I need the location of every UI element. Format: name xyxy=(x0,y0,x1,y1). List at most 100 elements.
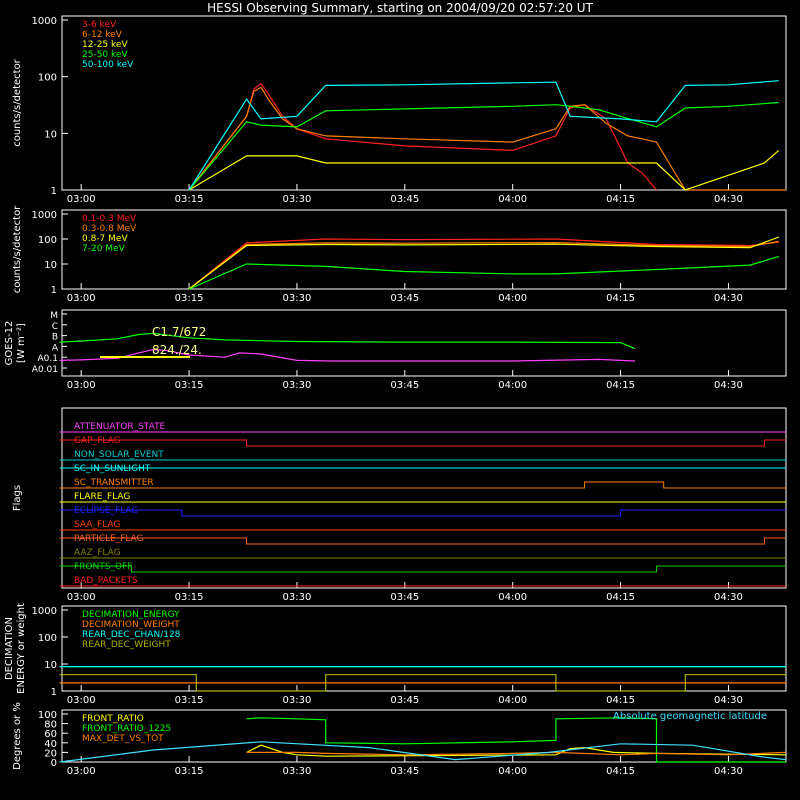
ratios-xtick-label: 04:00 xyxy=(498,766,527,777)
flags-xtick-label: 03:30 xyxy=(283,592,312,603)
ratios-series-line xyxy=(246,751,787,756)
gamma-ytick-label: 1000 xyxy=(32,210,57,221)
flags-xtick-label: 04:30 xyxy=(714,592,743,603)
gamma-frame xyxy=(61,209,787,290)
gamma-xtick-label: 03:15 xyxy=(175,293,204,304)
flag-label: SAA_FLAG xyxy=(74,520,120,530)
goes-ytick-label: A xyxy=(52,343,59,353)
flags-xtick-label: 04:00 xyxy=(498,592,527,603)
goes-xtick-label: 04:00 xyxy=(498,380,527,391)
hxr-legend-entry: 3-6 keV xyxy=(82,20,117,30)
goes-ytick-label: C xyxy=(52,322,58,332)
goes-series-line xyxy=(59,348,636,362)
goes-xtick-label: 03:15 xyxy=(175,380,204,391)
hxr-xtick-label: 03:30 xyxy=(283,194,312,205)
goes-annotation: 824./24. xyxy=(152,343,202,357)
gamma-series-line xyxy=(188,238,779,290)
decimation-xtick-label: 03:00 xyxy=(67,695,96,706)
decimation-xtick-label: 03:45 xyxy=(390,695,419,706)
ratios-ytick-label: 60 xyxy=(44,729,57,740)
goes-ytick-label: A0.1 xyxy=(38,354,58,364)
goes-xtick-label: 03:30 xyxy=(283,380,312,391)
hxr-series-line xyxy=(188,82,657,191)
flags-xtick-label: 03:45 xyxy=(390,592,419,603)
gamma-legend-entry: 7-20 MeV xyxy=(82,244,126,254)
ratios-ytick-label: 100 xyxy=(38,710,57,721)
gamma-ytick-label: 10 xyxy=(44,260,57,271)
gamma-series-line xyxy=(188,236,780,290)
decimation-ytick-label: 10 xyxy=(44,660,57,671)
decimation-ylabel-2: ENERGY or weight xyxy=(16,603,27,694)
flag-line xyxy=(59,509,786,517)
flags-ylabel: Flags xyxy=(12,485,23,511)
hxr-frame xyxy=(61,15,787,191)
gamma-xtick-label: 04:00 xyxy=(498,293,527,304)
hxr-series-line xyxy=(188,80,779,191)
goes-ylabel: GOES-12 xyxy=(4,321,15,366)
gamma-xtick-label: 04:15 xyxy=(606,293,635,304)
ratios-legend-entry: MAX_DET_VS_TOT xyxy=(82,734,164,744)
ratios-series-line xyxy=(246,744,787,757)
ratios-ytick-label: 40 xyxy=(44,739,57,750)
goes-xtick-label: 04:15 xyxy=(606,380,635,391)
decimation-xtick-label: 03:30 xyxy=(283,695,312,706)
hxr-xtick-label: 04:30 xyxy=(714,194,743,205)
ratios-xtick-label: 03:30 xyxy=(283,766,312,777)
flag-label: SC_IN_SUNLIGHT xyxy=(74,464,151,474)
hxr-xtick-label: 04:15 xyxy=(606,194,635,205)
decimation-ytick-label: 1000 xyxy=(32,606,57,617)
flags-xtick-label: 03:15 xyxy=(175,592,204,603)
decimation-series-line xyxy=(59,674,786,692)
hxr-xtick-label: 04:00 xyxy=(498,194,527,205)
ratios-ytick-label: 20 xyxy=(44,748,57,759)
decimation-xtick-label: 03:15 xyxy=(175,695,204,706)
ratios-xtick-label: 03:45 xyxy=(390,766,419,777)
gamma-ytick-label: 1 xyxy=(51,285,57,296)
ratios-series-line xyxy=(246,717,786,763)
gamma-series-line xyxy=(188,255,779,290)
hxr-xtick-label: 03:15 xyxy=(175,194,204,205)
goes-xtick-label: 03:00 xyxy=(67,380,96,391)
hxr-xtick-label: 03:00 xyxy=(67,194,96,205)
decimation-ytick-label: 100 xyxy=(38,633,57,644)
flag-label: ECLIPSE_FLAG xyxy=(74,506,138,516)
gamma-legend-entry: 0.3-0.8 MeV xyxy=(82,224,137,234)
gamma-ytick-label: 100 xyxy=(38,235,57,246)
hxr-ytick-label: 100 xyxy=(38,73,57,84)
gamma-xtick-label: 03:00 xyxy=(67,293,96,304)
gamma-xtick-label: 03:30 xyxy=(283,293,312,304)
ratios-xtick-label: 03:00 xyxy=(67,766,96,777)
hxr-series-line xyxy=(188,149,780,191)
goes-ytick-label: M xyxy=(50,311,58,321)
gamma-series-line xyxy=(188,240,779,290)
hxr-ytick-label: 1000 xyxy=(32,16,57,27)
flags-xtick-label: 04:15 xyxy=(606,592,635,603)
flag-line xyxy=(59,565,786,573)
gamma-xtick-label: 03:45 xyxy=(390,293,419,304)
hxr-legend-entry: 50-100 keV xyxy=(82,60,134,70)
goes-xtick-label: 03:45 xyxy=(390,380,419,391)
flag-label: AAZ_FLAG xyxy=(74,548,121,558)
flag-label: FLARE_FLAG xyxy=(74,492,130,502)
flag-label: NON_SOLAR_EVENT xyxy=(74,450,164,460)
goes-ytick-label: B xyxy=(52,333,58,343)
hxr-ytick-label: 10 xyxy=(44,129,57,140)
hxr-series-line xyxy=(188,101,779,191)
flag-label: ATTENUATOR_STATE xyxy=(74,422,166,432)
goes-ylabel-2: [W m⁻²] xyxy=(16,323,27,363)
flag-label: BAD_PACKETS xyxy=(74,576,138,586)
hxr-legend-entry: 6-12 keV xyxy=(82,30,123,40)
hxr-xtick-label: 03:45 xyxy=(390,194,419,205)
goes-series-line xyxy=(59,332,636,350)
goes-ytick-label: A0.01 xyxy=(32,365,58,375)
hxr-legend-entry: 25-50 keV xyxy=(82,50,128,60)
geomagnetic-latitude-label: Absolute geomagnetic latitude xyxy=(613,711,767,722)
decimation-legend-entry: REAR_DEC_WEIGHT xyxy=(82,640,171,650)
goes-xtick-label: 04:30 xyxy=(714,380,743,391)
decimation-legend-entry: DECIMATION_ENERGY xyxy=(82,610,180,620)
ratios-ytick-label: 80 xyxy=(44,720,57,731)
goes-annotation: C1.7/672 xyxy=(152,325,206,339)
gamma-xtick-label: 04:30 xyxy=(714,293,743,304)
ratios-series-line xyxy=(59,741,787,763)
